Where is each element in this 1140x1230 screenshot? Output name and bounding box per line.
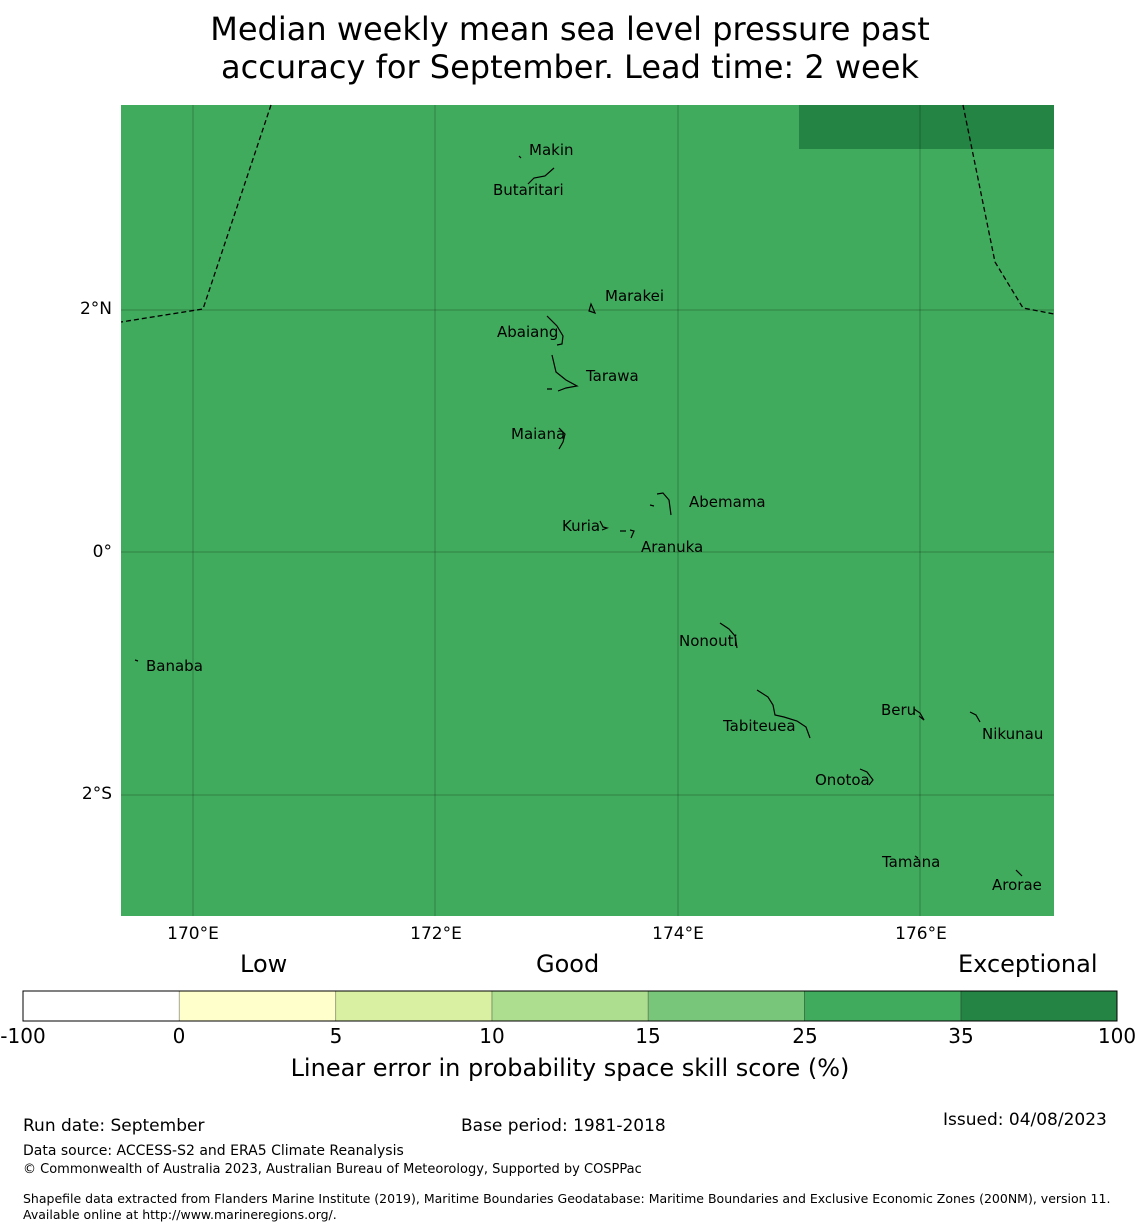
island-makin-outline — [518, 155, 522, 159]
island-abaiang-outline — [546, 315, 564, 346]
colorbar-tick-2: 0 — [172, 1024, 186, 1048]
map-background — [121, 105, 1054, 916]
island-nonouti-outline — [719, 622, 738, 649]
category-label-good: Good — [536, 950, 600, 978]
island-arorae-outline — [1015, 869, 1023, 877]
island-tabiteuea-outline — [756, 689, 811, 739]
colorbar — [22, 990, 1118, 1022]
colorbar-bin-5 — [648, 991, 805, 1021]
island-label-nikunau: Nikunau — [982, 725, 1043, 743]
colorbar-tick-6: 25 — [792, 1024, 818, 1048]
colorbar-bin-2 — [179, 991, 336, 1021]
base-period: Base period: 1981-2018 — [461, 1116, 666, 1136]
lon-label-176e: 176°E — [895, 924, 947, 944]
island-label-kuria: Kuria — [562, 517, 600, 535]
island-label-abaiang: Abaiang — [497, 323, 558, 341]
category-label-exceptional: Exceptional — [958, 950, 1098, 978]
island-beru-outline — [913, 708, 925, 721]
island-nikunau-outline — [969, 711, 981, 723]
island-label-aranuka: Aranuka — [641, 538, 703, 556]
island-butaritari-outline — [527, 167, 555, 185]
colorbar-tick-1: -100 — [0, 1024, 46, 1048]
map-gridlines — [121, 105, 1054, 916]
island-label-tabiteuea: Tabiteuea — [722, 717, 796, 735]
map-title-line-2: accuracy for September. Lead time: 2 wee… — [221, 48, 919, 86]
island-label-butaritari: Butaritari — [493, 181, 564, 199]
data-source: Data source: ACCESS-S2 and ERA5 Climate … — [23, 1143, 404, 1159]
island-maiana-outline — [558, 427, 566, 450]
map-title-line-1: Median weekly mean sea level pressure pa… — [210, 10, 930, 48]
eez-boundary-east — [962, 104, 1055, 315]
island-onotoa-outline — [859, 768, 874, 786]
island-label-makin: Makin — [529, 141, 574, 159]
colorbar-bin-7 — [960, 991, 1117, 1021]
colorbar-tick-8: 100 — [1097, 1024, 1137, 1048]
island-kuria-outline — [599, 520, 609, 531]
issued-date: Issued: 04/08/2023 — [943, 1110, 1107, 1130]
island-abemama-outline — [649, 492, 672, 516]
island-label-marakei: Marakei — [605, 287, 664, 305]
colorbar-bin-4 — [491, 991, 649, 1021]
island-label-abemama: Abemama — [689, 493, 766, 511]
colorbar-tick-5: 15 — [635, 1024, 661, 1048]
colorbar-tick-7: 35 — [948, 1024, 974, 1048]
colorbar-title: Linear error in probability space skill … — [290, 1054, 850, 1082]
lon-label-172e: 172°E — [410, 924, 462, 944]
island-tamana-outline — [914, 855, 919, 859]
lat-label-2s: 2°S — [81, 784, 112, 804]
eez-boundaries — [120, 104, 1055, 323]
colorbar-bin-6 — [804, 991, 961, 1021]
colorbar-tick-4: 10 — [479, 1024, 505, 1048]
colorbar-frame — [22, 990, 1118, 1022]
lon-label-170e: 170°E — [167, 924, 219, 944]
island-tarawa-outline — [547, 354, 579, 392]
island-label-arorae: Arorae — [992, 876, 1042, 894]
colorbar-bin-3 — [335, 991, 492, 1021]
island-label-nonouti: Nonouti — [679, 632, 738, 650]
island-outlines — [134, 155, 1023, 877]
island-label-tamana: Tamana — [881, 853, 940, 871]
lon-label-174e: 174°E — [652, 924, 704, 944]
island-label-onotoa: Onotoa — [815, 771, 870, 789]
map-highlight-cell — [799, 105, 1054, 149]
copyright: © Commonwealth of Australia 2023, Austra… — [23, 1162, 642, 1177]
run-date: Run date: September — [23, 1116, 205, 1136]
island-label-maiana: Maiana — [511, 425, 565, 443]
island-banaba-outline — [134, 659, 139, 662]
map-title: Median weekly mean sea level pressure pa… — [0, 10, 1140, 86]
lat-label-0: 0° — [92, 542, 112, 562]
island-aranuka-outline — [620, 529, 635, 539]
island-marakei-outline — [588, 302, 597, 314]
island-label-tarawa: Tarawa — [585, 367, 639, 385]
island-label-banaba: Banaba — [146, 657, 203, 675]
island-label-beru: Beru — [881, 701, 916, 719]
map-figure: Makin Butaritari Marakei Abaiang Tarawa … — [22, 104, 1118, 1022]
category-label-low: Low — [240, 950, 288, 978]
colorbar-bin-1 — [23, 991, 180, 1021]
lat-label-2n: 2°N — [79, 299, 112, 319]
shapefile-credit: Shapefile data extracted from Flanders M… — [23, 1191, 1111, 1222]
island-labels: Makin Butaritari Marakei Abaiang Tarawa … — [146, 141, 1043, 894]
colorbar-tick-3: 5 — [329, 1024, 343, 1048]
